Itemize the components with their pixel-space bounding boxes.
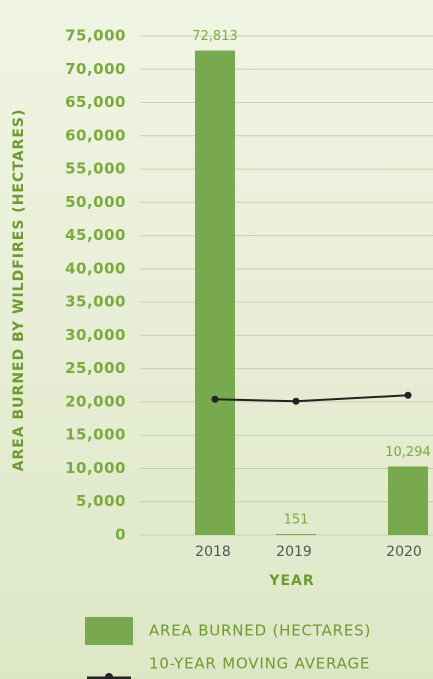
y-tick-label: 50,000 (65, 193, 126, 211)
y-tick-label: 25,000 (65, 359, 126, 377)
y-tick-label: 70,000 (65, 60, 126, 78)
legend-label: 10-YEAR MOVING AVERAGE (149, 655, 370, 673)
bar (276, 533, 316, 535)
x-tick-label: 2020 (386, 544, 422, 560)
y-tick-label: 30,000 (65, 326, 126, 344)
x-tick-label: 2018 (195, 544, 231, 560)
bar (195, 50, 235, 535)
bar (388, 466, 428, 535)
value-label: 151 (284, 512, 309, 527)
y-tick-label: 0 (115, 526, 126, 544)
value-label: 72,813 (192, 29, 238, 44)
y-tick-label: 75,000 (65, 27, 126, 45)
line-point (404, 391, 412, 399)
y-tick-label: 45,000 (65, 226, 126, 244)
y-axis-title: AREA BURNED BY WILDFIRES (HECTARES) (11, 109, 27, 472)
y-tick-label: 40,000 (65, 259, 126, 277)
x-tick-label: 2019 (276, 544, 312, 560)
y-tick-label: 60,000 (65, 126, 126, 144)
y-tick-label: 15,000 (65, 426, 126, 444)
y-tick-label: 5,000 (76, 492, 126, 510)
y-tick-label: 55,000 (65, 160, 126, 178)
legend-label: AREA BURNED (HECTARES) (149, 622, 371, 640)
y-tick-label: 20,000 (65, 392, 126, 410)
value-label: 10,294 (385, 445, 431, 460)
y-tick-label: 10,000 (65, 459, 126, 477)
legend-swatch (105, 673, 113, 679)
line-point (292, 397, 300, 405)
line-point (211, 395, 219, 403)
y-tick-label: 35,000 (65, 293, 126, 311)
legend-swatch (85, 617, 133, 645)
x-axis-title: YEAR (268, 573, 314, 589)
y-tick-label: 65,000 (65, 93, 126, 111)
